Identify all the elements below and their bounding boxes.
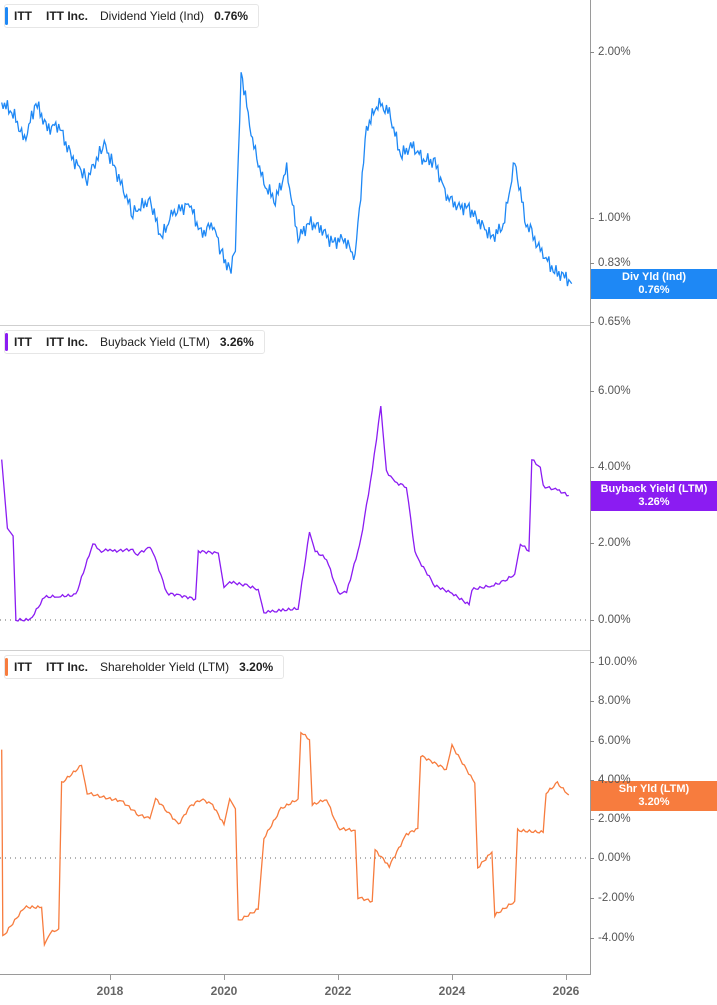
x-tick-label: 2024 — [438, 984, 466, 998]
y-tick-mark — [590, 819, 594, 820]
legend-dividend-yield[interactable]: ITT ITT Inc. Dividend Yield (Ind) 0.76% — [4, 4, 260, 28]
y-tick-mark — [590, 780, 594, 781]
badge-label: Shr Yld (LTM) — [618, 783, 690, 795]
y-tick-label: 1.00% — [598, 212, 631, 224]
legend-metric: Dividend Yield (Ind) — [100, 9, 205, 23]
legend-company: ITT Inc. — [46, 660, 88, 674]
panel-separator — [0, 325, 590, 326]
current-value-badge-dividend: Div Yld (Ind) 0.76% — [591, 269, 717, 299]
x-tick-mark — [224, 975, 225, 980]
y-tick-label: 0.00% — [598, 852, 631, 864]
x-tick-label: 2026 — [552, 984, 580, 998]
y-tick-mark — [590, 662, 594, 663]
legend-company: ITT Inc. — [46, 9, 88, 23]
x-tick-mark — [110, 975, 111, 980]
panel-separator — [0, 650, 590, 651]
legend-metric: Shareholder Yield (LTM) — [100, 660, 230, 674]
y-tick-label: -2.00% — [598, 892, 635, 904]
y-tick-label: 2.00% — [598, 813, 631, 825]
y-tick-label: 2.00% — [598, 537, 631, 549]
x-tick-mark — [452, 975, 453, 980]
x-tick-mark — [566, 975, 567, 980]
y-tick-mark — [590, 858, 594, 859]
legend-company: ITT Inc. — [46, 335, 88, 349]
badge-value: 0.76% — [638, 284, 670, 296]
x-tick-label: 2022 — [324, 984, 352, 998]
shareholder-yield-line — [1, 731, 570, 948]
legend-ticker: ITT — [14, 335, 32, 349]
dividend-yield-line — [1, 72, 573, 287]
x-tick-mark — [338, 975, 339, 980]
y-tick-mark — [590, 263, 594, 264]
y-tick-mark — [590, 391, 594, 392]
y-tick-label: 0.00% — [598, 614, 631, 626]
y-tick-mark — [590, 620, 594, 621]
badge-value: 3.20% — [638, 796, 670, 808]
series-color-swatch — [5, 7, 8, 25]
y-tick-mark — [590, 938, 594, 939]
y-tick-label: 4.00% — [598, 461, 631, 473]
y-tick-label: 4.00% — [598, 774, 631, 786]
legend-value: 3.20% — [239, 660, 274, 674]
series-color-swatch — [5, 333, 8, 351]
legend-value: 0.76% — [214, 9, 249, 23]
badge-label: Div Yld (Ind) — [622, 271, 686, 283]
y-tick-mark — [590, 52, 594, 53]
legend-buyback-yield[interactable]: ITT ITT Inc. Buyback Yield (LTM) 3.26% — [4, 330, 265, 354]
legend-metric: Buyback Yield (LTM) — [100, 335, 210, 349]
badge-label: Buyback Yield (LTM) — [600, 483, 708, 495]
x-axis-line — [0, 974, 591, 975]
badge-value: 3.26% — [638, 496, 670, 508]
y-tick-mark — [590, 322, 594, 323]
legend-shareholder-yield[interactable]: ITT ITT Inc. Shareholder Yield (LTM) 3.2… — [4, 655, 285, 679]
y-tick-label: 0.83% — [598, 257, 631, 269]
legend-ticker: ITT — [14, 9, 32, 23]
legend-value: 3.26% — [219, 335, 254, 349]
legend-ticker: ITT — [14, 660, 32, 674]
y-tick-label: -4.00% — [598, 932, 635, 944]
y-tick-mark — [590, 701, 594, 702]
y-tick-label: 8.00% — [598, 695, 631, 707]
y-tick-label: 10.00% — [598, 656, 638, 668]
current-value-badge-shareholder: Shr Yld (LTM) 3.20% — [591, 781, 717, 811]
x-tick-label: 2018 — [96, 984, 124, 998]
current-value-badge-buyback: Buyback Yield (LTM) 3.26% — [591, 481, 717, 511]
y-tick-label: 6.00% — [598, 385, 631, 397]
y-tick-mark — [590, 543, 594, 544]
y-tick-label: 2.00% — [598, 46, 631, 58]
x-tick-label: 2020 — [210, 984, 238, 998]
y-tick-mark — [590, 898, 594, 899]
y-axis-line — [590, 0, 591, 975]
y-tick-label: 6.00% — [598, 735, 631, 747]
y-tick-mark — [590, 467, 594, 468]
y-tick-mark — [590, 741, 594, 742]
y-tick-label: 0.65% — [598, 316, 631, 328]
series-color-swatch — [5, 658, 8, 676]
y-tick-mark — [590, 218, 594, 219]
buyback-yield-line — [1, 406, 569, 622]
